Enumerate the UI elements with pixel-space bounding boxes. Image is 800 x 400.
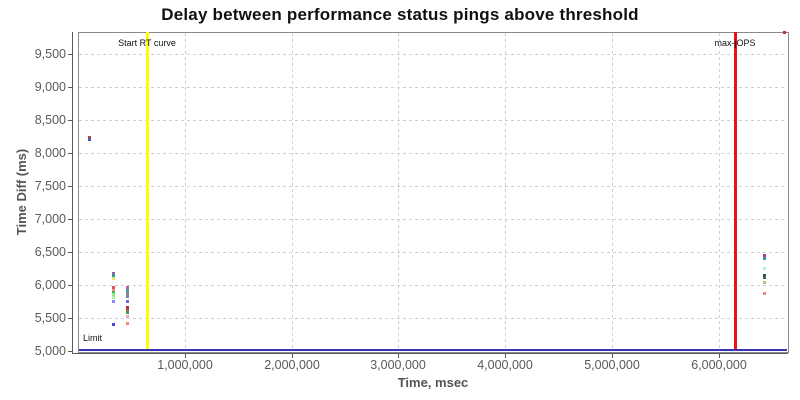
x-tick-mark bbox=[398, 354, 399, 358]
y-tick-mark bbox=[68, 153, 72, 154]
v-gridline bbox=[505, 33, 506, 351]
y-tick-mark bbox=[68, 219, 72, 220]
x-tick-label: 5,000,000 bbox=[584, 358, 640, 372]
start-rt-curve-line bbox=[146, 32, 149, 351]
data-point bbox=[126, 300, 129, 303]
h-gridline bbox=[79, 54, 787, 55]
v-gridline bbox=[612, 33, 613, 351]
y-axis-line bbox=[72, 32, 73, 354]
data-point bbox=[763, 281, 766, 284]
y-tick-mark bbox=[68, 351, 72, 352]
y-tick-label: 9,000 bbox=[34, 80, 66, 94]
y-tick-label: 6,000 bbox=[34, 278, 66, 292]
x-tick-label: 2,000,000 bbox=[264, 358, 320, 372]
h-gridline bbox=[79, 219, 787, 220]
h-gridline bbox=[79, 120, 787, 121]
h-gridline bbox=[79, 318, 787, 319]
y-tick-mark bbox=[68, 252, 72, 253]
h-gridline bbox=[79, 153, 787, 154]
x-tick-mark bbox=[612, 354, 613, 358]
max-jops-line bbox=[734, 32, 737, 351]
data-point bbox=[112, 296, 115, 299]
data-point bbox=[112, 277, 115, 280]
data-point bbox=[763, 276, 766, 279]
data-point bbox=[763, 292, 766, 295]
chart-title: Delay between performance status pings a… bbox=[161, 5, 639, 24]
x-tick-label: 4,000,000 bbox=[477, 358, 533, 372]
max-jops-label: max-jOPS bbox=[714, 38, 756, 48]
data-point bbox=[126, 311, 129, 314]
v-gridline bbox=[292, 33, 293, 351]
data-point bbox=[126, 315, 129, 318]
data-point bbox=[88, 138, 91, 141]
y-tick-mark bbox=[68, 54, 72, 55]
data-point bbox=[112, 274, 115, 277]
data-point bbox=[112, 289, 115, 292]
data-point bbox=[126, 322, 129, 325]
start-rt-curve-label: Start RT curve bbox=[118, 38, 176, 48]
y-tick-label: 8,500 bbox=[34, 113, 66, 127]
y-tick-mark bbox=[68, 120, 72, 121]
v-gridline bbox=[719, 33, 720, 351]
data-point bbox=[126, 309, 129, 312]
x-tick-label: 6,000,000 bbox=[691, 358, 747, 372]
x-tick-mark bbox=[185, 354, 186, 358]
x-tick-label: 1,000,000 bbox=[157, 358, 213, 372]
y-tick-mark bbox=[68, 87, 72, 88]
data-point bbox=[126, 292, 129, 295]
y-tick-label: 8,000 bbox=[34, 146, 66, 160]
data-point bbox=[126, 286, 129, 289]
y-tick-label: 5,500 bbox=[34, 311, 66, 325]
y-tick-mark bbox=[68, 285, 72, 286]
y-tick-label: 5,000 bbox=[34, 344, 66, 358]
h-gridline bbox=[79, 87, 787, 88]
data-point bbox=[112, 293, 115, 296]
data-point bbox=[112, 300, 115, 303]
y-tick-label: 7,500 bbox=[34, 179, 66, 193]
y-tick-label: 7,000 bbox=[34, 212, 66, 226]
data-point bbox=[126, 289, 129, 292]
x-tick-mark bbox=[505, 354, 506, 358]
h-gridline bbox=[79, 186, 787, 187]
data-point bbox=[112, 291, 115, 294]
data-point bbox=[112, 286, 115, 289]
data-point bbox=[783, 31, 786, 34]
data-point bbox=[112, 272, 115, 275]
h-gridline bbox=[79, 252, 787, 253]
data-point bbox=[126, 295, 129, 298]
y-tick-label: 9,500 bbox=[34, 47, 66, 61]
data-point bbox=[126, 306, 129, 309]
data-point bbox=[763, 274, 766, 277]
plot-border bbox=[78, 32, 789, 353]
limit-label: Limit bbox=[83, 333, 103, 343]
limit-line bbox=[79, 349, 787, 351]
x-axis-title: Time, msec bbox=[397, 375, 469, 390]
y-tick-label: 6,500 bbox=[34, 245, 66, 259]
data-point bbox=[763, 267, 766, 270]
v-gridline bbox=[185, 33, 186, 351]
y-axis-title: Time Diff (ms) bbox=[14, 148, 29, 236]
x-tick-mark bbox=[719, 354, 720, 358]
x-tick-label: 3,000,000 bbox=[370, 358, 426, 372]
x-tick-mark bbox=[292, 354, 293, 358]
data-point bbox=[112, 323, 115, 326]
data-point bbox=[88, 136, 91, 139]
v-gridline bbox=[398, 33, 399, 351]
x-axis-line bbox=[72, 353, 788, 354]
h-gridline bbox=[79, 285, 787, 286]
data-point bbox=[763, 254, 766, 257]
y-tick-mark bbox=[68, 186, 72, 187]
data-point bbox=[763, 257, 766, 260]
y-tick-mark bbox=[68, 318, 72, 319]
